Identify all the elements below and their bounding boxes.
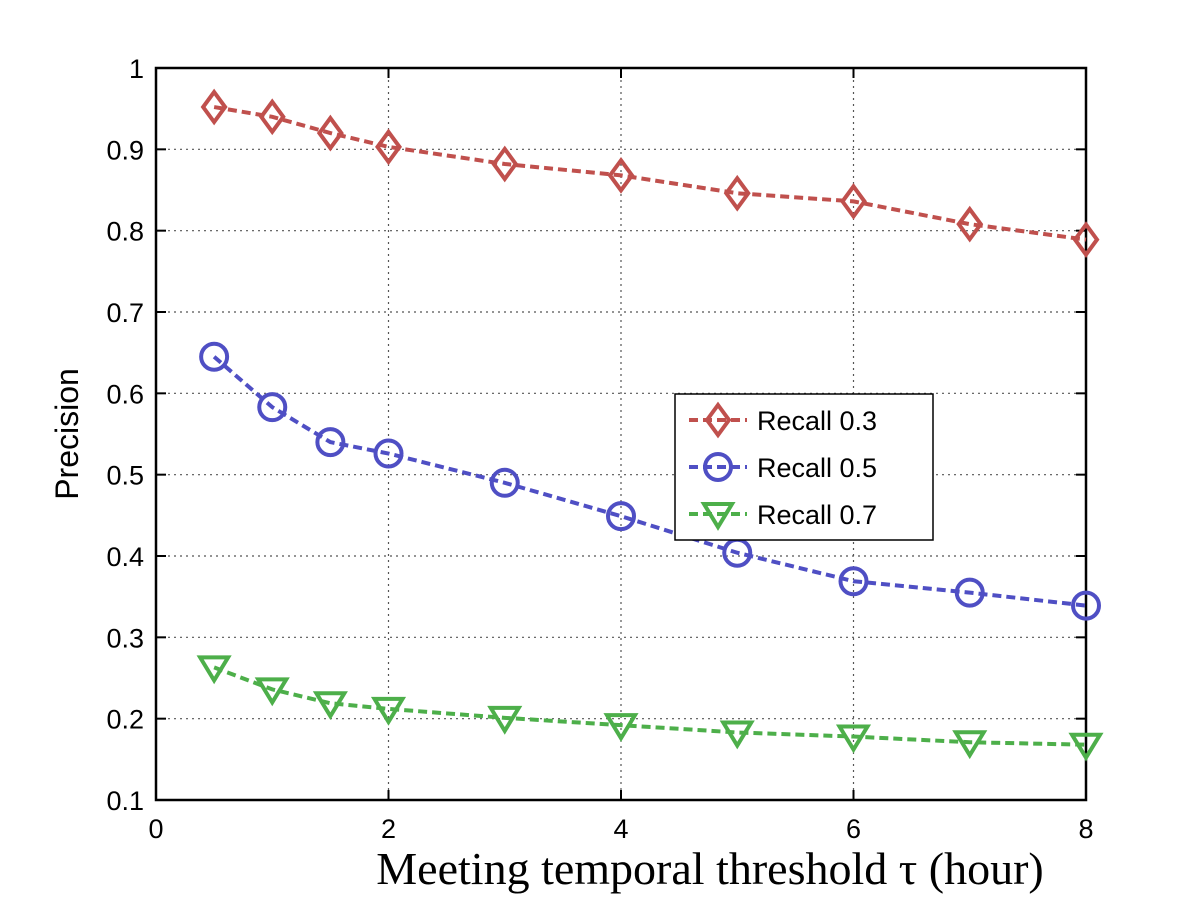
y-tick-label: 0.8 [106, 217, 144, 247]
data-point [315, 427, 346, 458]
data-point [257, 392, 288, 423]
data-point [312, 691, 348, 721]
data-point [491, 145, 519, 183]
series-line [213, 665, 1087, 747]
x-tick-label: 4 [613, 814, 628, 844]
legend-marker [703, 452, 733, 482]
data-point [840, 183, 867, 220]
y-tick-label: 1 [129, 54, 144, 84]
legend-item: Recall 0.5 [689, 452, 877, 483]
data-point [200, 88, 228, 126]
x-axis-label: Meeting temporal threshold τ (hour) [376, 843, 1043, 894]
data-point [606, 501, 636, 532]
x-tick-label: 6 [846, 814, 861, 844]
data-point [719, 720, 755, 750]
data-point [199, 341, 230, 372]
legend-item: Recall 0.3 [689, 401, 877, 439]
legend-item: Recall 0.7 [689, 500, 877, 531]
data-point [254, 677, 290, 707]
y-tick-label: 0.1 [106, 786, 144, 816]
data-point [373, 438, 404, 469]
legend-label: Recall 0.3 [757, 406, 877, 436]
data-point [954, 577, 985, 608]
data-point [723, 174, 751, 212]
legend-marker [704, 401, 732, 439]
series-recall-0-7 [196, 655, 1104, 762]
data-point [316, 114, 344, 152]
y-axis-label: Precision [49, 368, 85, 500]
data-point [952, 730, 988, 760]
data-point [835, 724, 872, 754]
y-tick-label: 0.5 [106, 461, 144, 491]
legend-marker [700, 502, 736, 531]
data-point [838, 566, 869, 597]
legend-label: Recall 0.5 [757, 453, 877, 483]
axes: 0 2 4 6 8 0.1 0.2 0.3 0.4 0.5 0.6 0.7 0.8 0.9 1 [106, 54, 1093, 844]
data-point [375, 128, 402, 166]
data-point [1071, 590, 1101, 621]
legend: Recall 0.3 Recall 0.5 Recall 0.7 [674, 393, 934, 541]
y-tick-label: 0.7 [106, 298, 144, 328]
x-tick-label: 8 [1078, 814, 1093, 844]
series-line [212, 355, 1087, 608]
y-tick-label: 0.2 [106, 705, 144, 735]
data-point [487, 705, 523, 735]
data-point [1072, 221, 1100, 258]
data-point [603, 713, 639, 743]
y-tick-label: 0.6 [106, 379, 144, 409]
data-series [196, 88, 1104, 762]
series-recall-0-3 [200, 88, 1100, 258]
y-tick-label: 0.9 [106, 135, 144, 165]
series-line [213, 105, 1087, 242]
data-point [489, 467, 520, 498]
y-tick-label: 0.3 [106, 623, 144, 653]
data-point [607, 156, 635, 194]
data-point [196, 655, 232, 685]
data-point [956, 205, 984, 243]
legend-label: Recall 0.7 [757, 500, 877, 530]
y-tick-label: 0.4 [106, 542, 144, 572]
data-point [370, 696, 407, 726]
data-point [258, 98, 286, 136]
x-tick-label: 2 [381, 814, 396, 844]
data-point [1068, 732, 1104, 762]
x-tick-label: 0 [148, 814, 163, 844]
